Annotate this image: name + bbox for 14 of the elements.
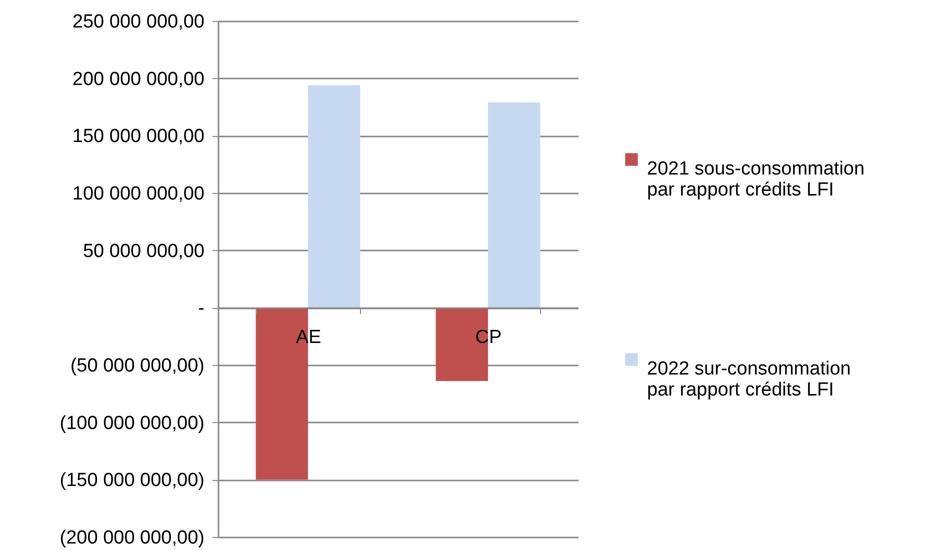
y-tick-label: 150 000 000,00 — [72, 126, 204, 148]
y-tick-label: - — [198, 298, 204, 320]
bar — [308, 85, 360, 308]
y-tick-label: 50 000 000,00 — [82, 240, 204, 262]
y-tick-label: (100 000 000,00) — [60, 412, 204, 434]
y-tick-label: 100 000 000,00 — [72, 184, 204, 204]
y-tick-label: (200 000 000,00) — [60, 528, 204, 548]
y-tick-label: (150 000 000,00) — [60, 470, 204, 492]
bar — [488, 102, 540, 308]
legend-label: 2022 sur-consommation par rapport crédits LFI — [647, 358, 851, 400]
y-tick-label: (50 000 000,00) — [70, 356, 204, 376]
legend-label: 2021 sous-consommation par rapport crédits LFI — [647, 158, 865, 200]
y-tick-label: 250 000 000,00 — [72, 12, 204, 32]
y-tick-label: 200 000 000,00 — [72, 68, 204, 90]
